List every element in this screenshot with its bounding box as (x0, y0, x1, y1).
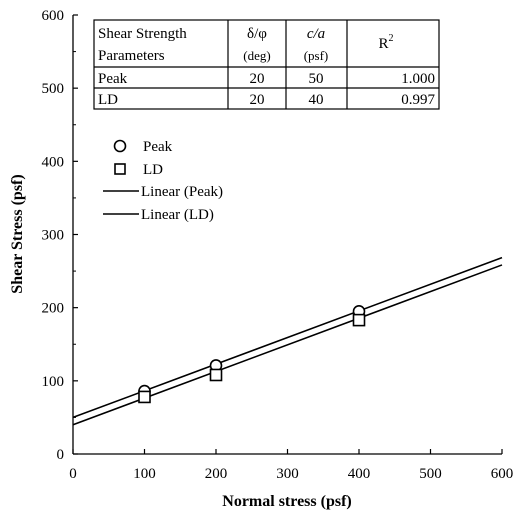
table-cell-row2-angle: 20 (250, 92, 265, 108)
y-tick-label: 600 (42, 8, 65, 24)
legend-label-linear-peak: Linear (Peak) (141, 184, 223, 200)
legend-label-ld: LD (143, 162, 163, 178)
table-header-cohesion-line2: (psf) (304, 48, 329, 63)
x-tick-label: 100 (133, 466, 156, 482)
data-markers (138, 305, 366, 404)
point-ld (138, 390, 151, 404)
x-tick-label: 0 (69, 466, 77, 482)
table-header-r-squared: R2 (378, 33, 393, 52)
table-header-cohesion-line1: c/a (307, 26, 325, 42)
table-header-parameters-line1: Shear Strength (98, 26, 187, 42)
table-cell-row2-r2: 0.997 (401, 92, 435, 108)
x-tick-label: 400 (348, 466, 371, 482)
x-axis-title: Normal stress (psf) (222, 493, 351, 510)
point-ld (352, 313, 366, 327)
table-cell-row1-r2: 1.000 (401, 71, 435, 87)
legend: Peak LD Linear (Peak) Linear (LD) (103, 139, 223, 223)
y-tick-label: 100 (42, 374, 65, 390)
x-tick-label: 600 (491, 466, 514, 482)
y-axis-title: Shear Stress (psf) (9, 174, 26, 293)
legend-label-linear-ld: Linear (LD) (141, 207, 214, 223)
y-tick-label: 200 (42, 301, 65, 317)
axis-ticks: 0 100 200 300 400 500 600 0 100 200 300 400 500 600 (42, 8, 514, 482)
y-tick-label: 0 (57, 447, 65, 463)
fit-line-linear-peak (72, 256, 503, 419)
table-cell-row1-angle: 20 (250, 71, 265, 87)
y-tick-label: 400 (42, 154, 65, 170)
table-cell-row2-cohesion: 40 (309, 92, 324, 108)
legend-label-peak: Peak (143, 139, 173, 155)
fit-lines (72, 256, 503, 426)
legend-marker-ld (114, 163, 126, 175)
table-cell-row1-cohesion: 50 (309, 71, 324, 87)
parameters-table: Shear Strength Parameters δ/φ (deg) c/a … (93, 19, 440, 110)
x-tick-label: 200 (205, 466, 228, 482)
legend-marker-peak (113, 139, 127, 153)
table-header-parameters-line2: Parameters (98, 48, 165, 64)
fit-line-linear-ld (72, 264, 503, 426)
table-cell-row2-label: LD (98, 92, 118, 108)
y-tick-label: 300 (42, 228, 65, 244)
x-tick-label: 300 (276, 466, 299, 482)
y-tick-label: 500 (42, 81, 65, 97)
table-header-angle-line2: (deg) (243, 48, 270, 63)
point-ld (209, 368, 223, 382)
x-tick-label: 500 (419, 466, 442, 482)
table-header-angle-line1: δ/φ (247, 26, 267, 42)
table-cell-row1-label: Peak (98, 71, 128, 87)
